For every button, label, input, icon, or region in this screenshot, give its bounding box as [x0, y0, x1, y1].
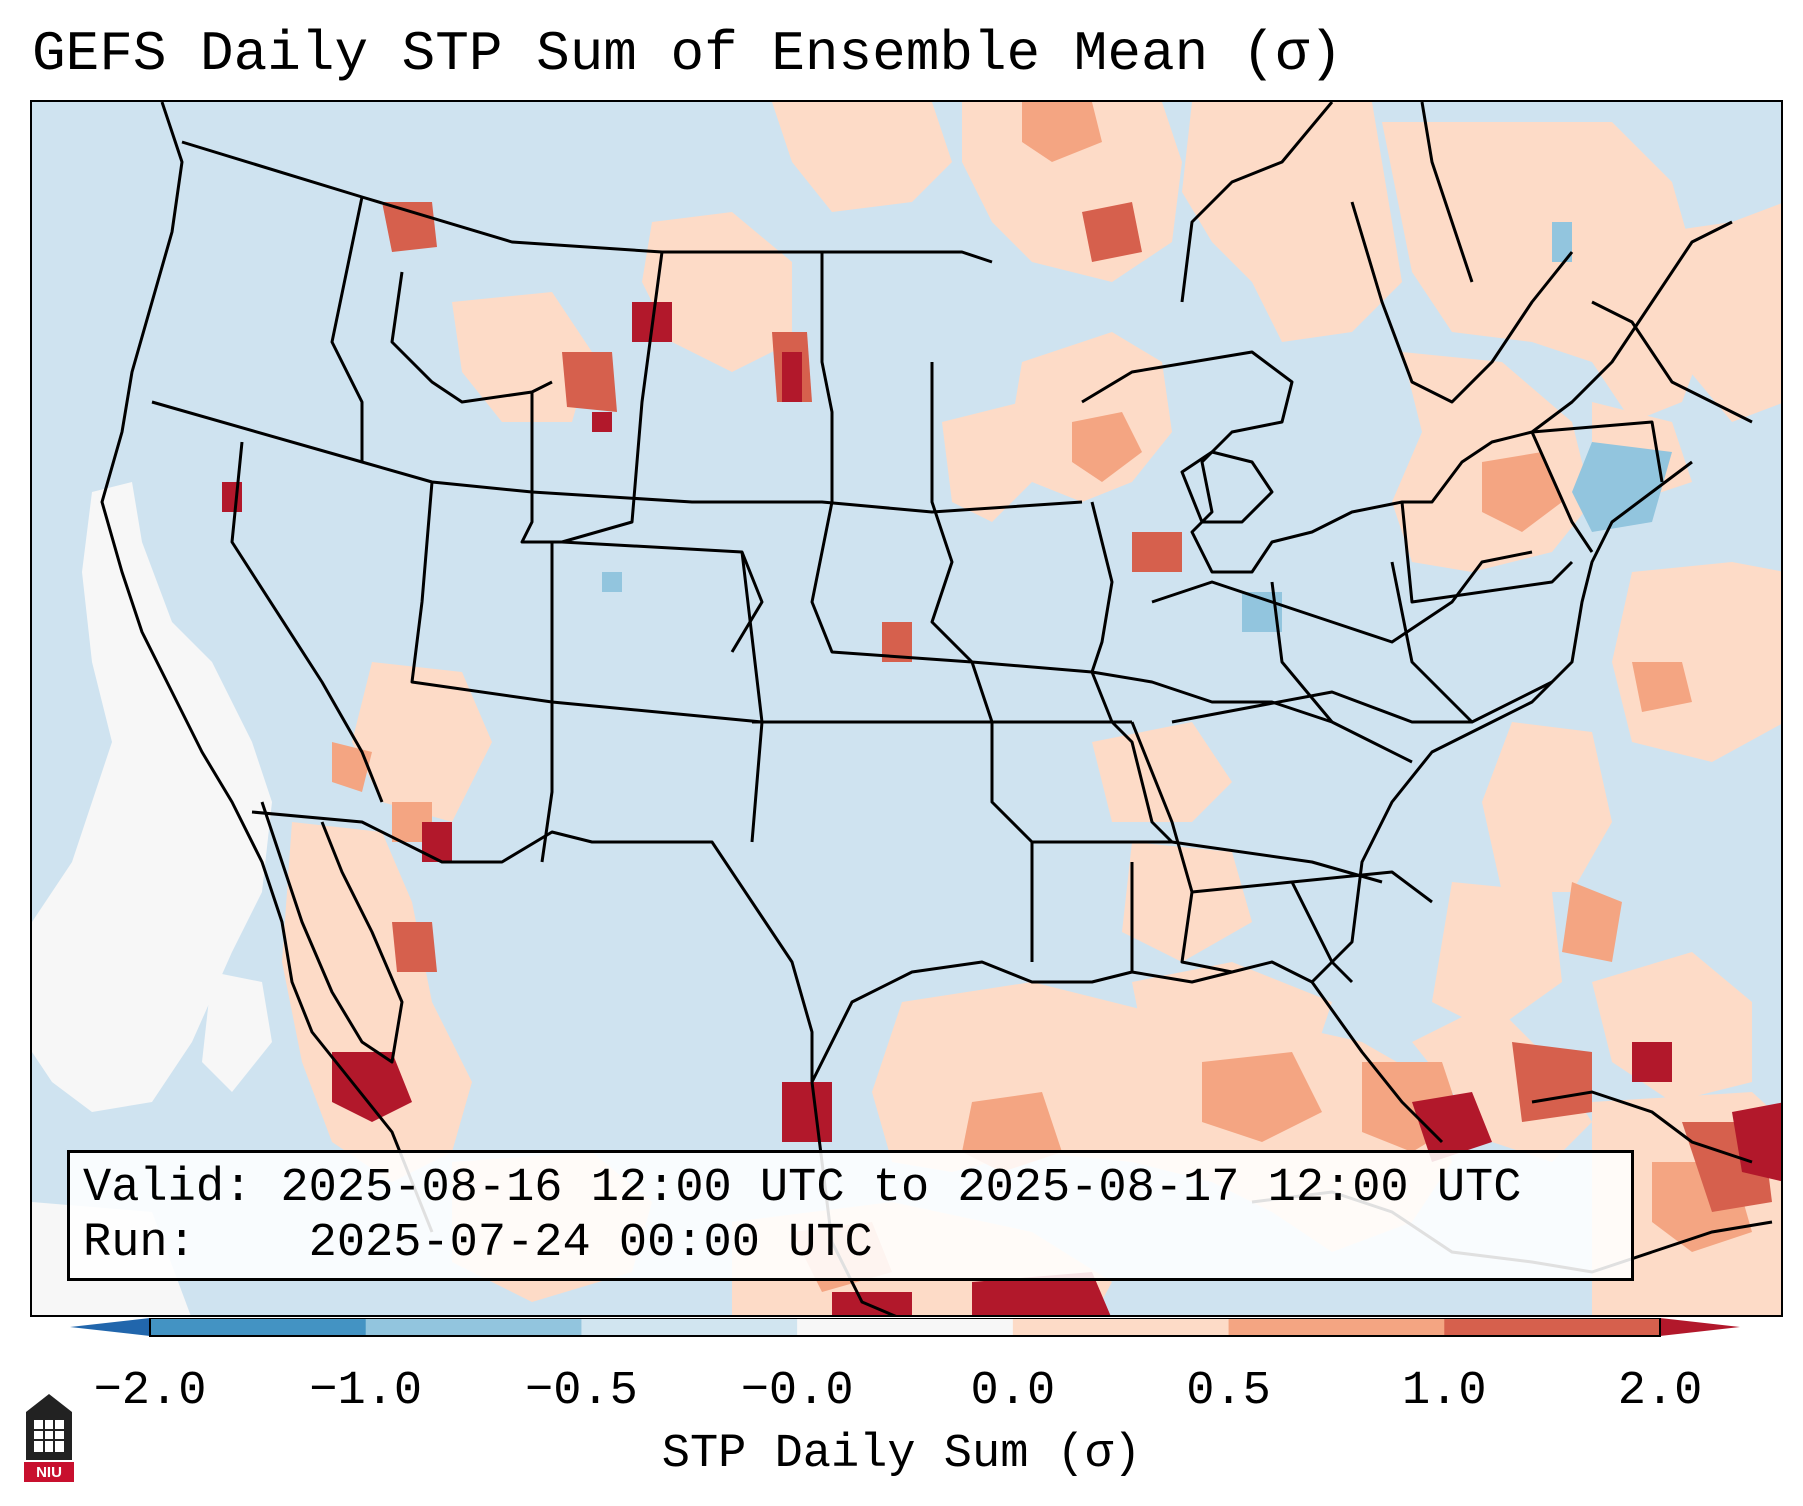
boundary-line [971, 660, 1174, 844]
colorbar [70, 1318, 1740, 1337]
valid-run-info-box: Valid: 2025-08-16 12:00 UTC to 2025-08-1… [67, 1150, 1634, 1281]
west-coastline [100, 102, 434, 1233]
boundary-line [1591, 300, 1753, 424]
logo-text: NIU [36, 1464, 62, 1481]
map-field [32, 102, 1781, 1315]
colorbar-tick-label: −0.5 [525, 1365, 638, 1418]
colorbar-bin [365, 1318, 582, 1336]
colorbar-tick-label: 1.0 [1401, 1365, 1487, 1418]
boundary-line [930, 362, 974, 664]
colorbar-bins [150, 1318, 1661, 1336]
boundary-line [810, 252, 994, 723]
colorbar-tick-label: −1.0 [309, 1365, 423, 1418]
valid-label: Valid: [83, 1162, 253, 1215]
niu-tower-icon: NIU [24, 1394, 74, 1482]
boundary-line [561, 251, 664, 544]
great-lakes-shore [1081, 220, 1733, 574]
colorbar-outline [149, 1318, 1661, 1337]
boundary-line [330, 196, 364, 462]
baja-coastline [260, 801, 404, 1064]
colorbar-tick-label: 0.0 [970, 1365, 1056, 1418]
political-boundaries [100, 102, 1753, 1233]
colorbar-label: STP Daily Sum (σ) [661, 1428, 1142, 1481]
boundary-line [540, 542, 554, 863]
colorbar-tick-label: 2.0 [1617, 1365, 1703, 1418]
boundary-line [752, 720, 1034, 962]
colorbar-tick-label: −2.0 [93, 1365, 207, 1418]
boundary-line [151, 400, 1083, 514]
boundary-line [520, 392, 764, 653]
boundary-line [1270, 581, 1334, 723]
valid-time-range: 2025-08-16 12:00 UTC to 2025-08-17 12:00… [280, 1162, 1522, 1215]
colorbar-bin [150, 1318, 367, 1336]
boundary-line [1420, 102, 1474, 283]
boundary-line [1350, 201, 1574, 404]
colorbar-over-triangle [1660, 1318, 1740, 1336]
boundary-line [390, 271, 553, 404]
mexico-border [251, 810, 814, 1082]
boundary-line [1032, 840, 1383, 884]
boundary-line [1180, 102, 1334, 303]
colorbar-bin [1228, 1318, 1445, 1336]
florida-coast [1310, 981, 1444, 1144]
stp-map [30, 100, 1783, 1317]
run-time: 2025-07-24 00:00 UTC [308, 1217, 873, 1270]
colorbar-bin [797, 1318, 1014, 1336]
boundary-line [230, 441, 384, 803]
boundary-line [1291, 870, 1433, 904]
boundary-line [1151, 550, 1533, 644]
colorbar-under-triangle [70, 1318, 150, 1336]
boundary-line [1400, 501, 1574, 604]
colorbar-tick-label: 0.5 [1186, 1365, 1271, 1418]
run-label: Run: [83, 1217, 196, 1270]
boundary-line [1390, 561, 1474, 724]
boundary-line [1531, 420, 1664, 483]
colorbar-bin [581, 1318, 798, 1336]
lake-outline [1180, 450, 1274, 524]
logo-banner [24, 1462, 74, 1482]
boundary-line [410, 481, 1132, 724]
page-title: GEFS Daily STP Sum of Ensemble Mean (σ) [32, 22, 1343, 86]
colorbar-bin [1012, 1318, 1230, 1336]
boundary-line [1171, 680, 1553, 724]
boundary-line [1090, 501, 1413, 764]
logo-window-grid [34, 1420, 64, 1452]
logo-window-panel [34, 1420, 64, 1452]
colorbar-bin [1444, 1318, 1661, 1336]
boundary-line [1191, 880, 1354, 984]
colorbar-tick-label: −0.0 [740, 1365, 854, 1418]
gulf-atlantic-coast [810, 460, 1693, 1083]
boundary-line [1530, 431, 1594, 553]
